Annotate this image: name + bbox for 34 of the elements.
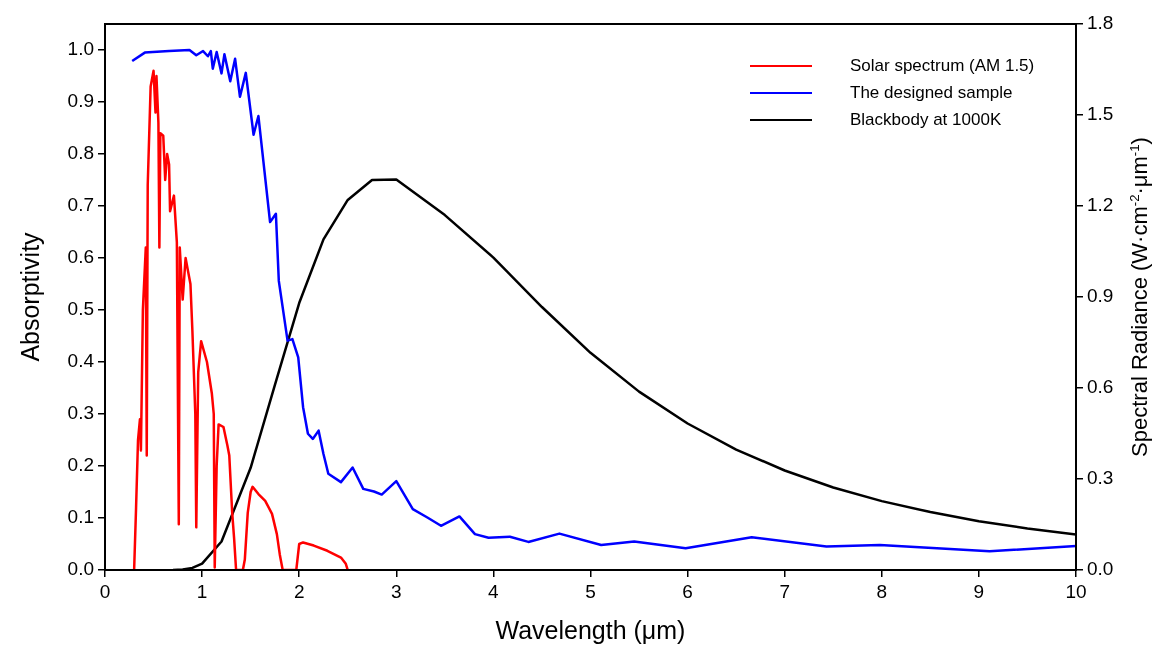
x-tick-label: 2: [293, 580, 305, 602]
y2-tick-label: 1.8: [1087, 12, 1114, 34]
x-tick-label: 7: [779, 580, 790, 602]
x-tick-label: 10: [1065, 580, 1087, 602]
y-tick-label: 0.8: [67, 142, 94, 164]
x-tick-label: 1: [196, 580, 208, 602]
legend-label: Blackbody at 1000K: [850, 109, 1002, 130]
y2-tick-label: 0.0: [1087, 558, 1114, 580]
y-tick-label: 0.2: [67, 454, 94, 476]
y2-tick-label: 1.5: [1087, 103, 1114, 125]
legend-label: Solar spectrum (AM 1.5): [850, 55, 1035, 76]
y-tick-label: 0.9: [67, 90, 94, 112]
x-tick-label: 5: [585, 580, 596, 602]
y-tick-label: 0.7: [67, 194, 94, 216]
y2-tick-label: 1.2: [1087, 194, 1114, 216]
y-tick-label: 1.0: [67, 38, 94, 60]
x-axis-title: Wavelength (μm): [495, 616, 686, 645]
y-tick-label: 0.6: [67, 246, 94, 268]
x-tick-label: 9: [973, 580, 985, 602]
y-tick-label: 0.4: [67, 350, 95, 372]
x-tick-label: 0: [99, 580, 111, 602]
y-tick-label: 0.3: [67, 402, 94, 424]
x-tick-label: 4: [488, 580, 500, 602]
y-axis-title: Absorptivity: [15, 232, 45, 362]
y2-tick-label: 0.3: [1087, 467, 1114, 489]
legend-label: The designed sample: [850, 82, 1013, 103]
y2-tick-label: 0.9: [1087, 285, 1114, 307]
y-tick-label: 0.0: [67, 558, 94, 580]
y-tick-label: 0.5: [67, 298, 94, 320]
x-tick-label: 8: [876, 580, 888, 602]
x-tick-label: 6: [682, 580, 693, 602]
y-tick-label: 0.1: [67, 506, 94, 528]
y2-tick-label: 0.6: [1087, 376, 1114, 398]
x-tick-label: 3: [391, 580, 402, 602]
